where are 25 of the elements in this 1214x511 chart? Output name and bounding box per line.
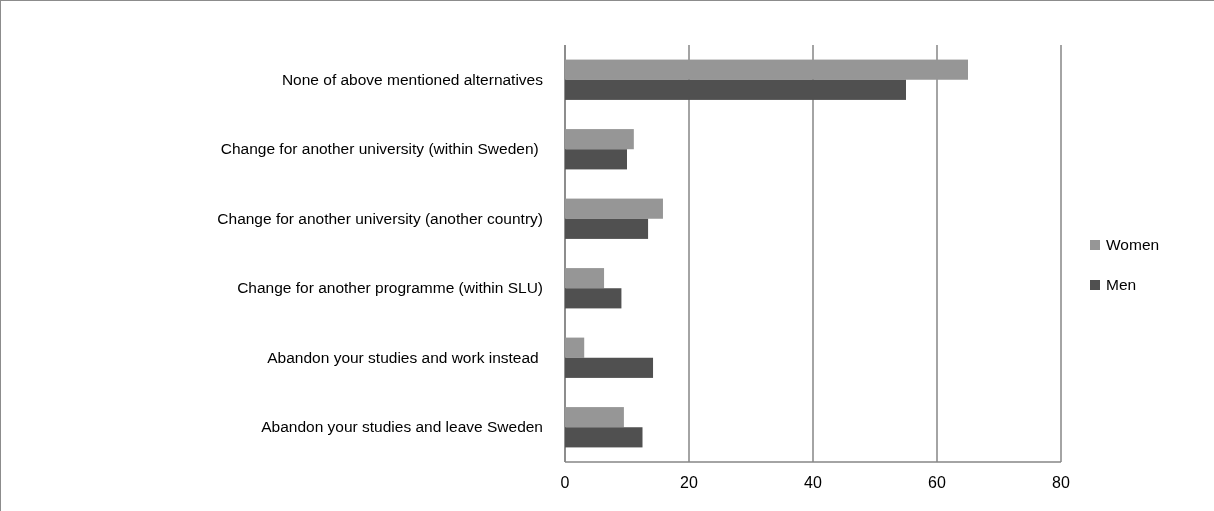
legend-label: Men	[1106, 276, 1137, 293]
bar	[565, 129, 634, 150]
x-tick-label: 40	[804, 474, 822, 491]
y-tick-label: Abandon your studies and leave Sweden	[261, 418, 543, 436]
bar	[565, 288, 622, 309]
x-tick-label: 0	[560, 474, 570, 491]
x-tick-label: 80	[1052, 474, 1070, 491]
legend-label: Women	[1106, 236, 1160, 253]
y-tick-label: Change for another programme (within SLU)	[237, 279, 543, 297]
y-tick-label: Abandon your studies and work instead	[267, 348, 543, 366]
y-tick-label: None of above mentioned alternatives	[281, 70, 544, 88]
bar	[565, 337, 585, 358]
y-tick-label: Change for another university (within Sweden)	[220, 140, 543, 158]
bar	[565, 198, 663, 219]
bar	[565, 357, 654, 378]
x-tick-label: 20	[680, 474, 698, 491]
bar	[565, 407, 624, 428]
x-tick-label: 60	[928, 474, 946, 491]
bar	[565, 427, 643, 448]
bar	[565, 149, 627, 170]
bar	[565, 59, 968, 80]
bar	[565, 79, 906, 100]
bar	[565, 218, 649, 239]
bar	[565, 268, 605, 289]
y-tick-label: Change for another university (another country)	[217, 209, 543, 227]
